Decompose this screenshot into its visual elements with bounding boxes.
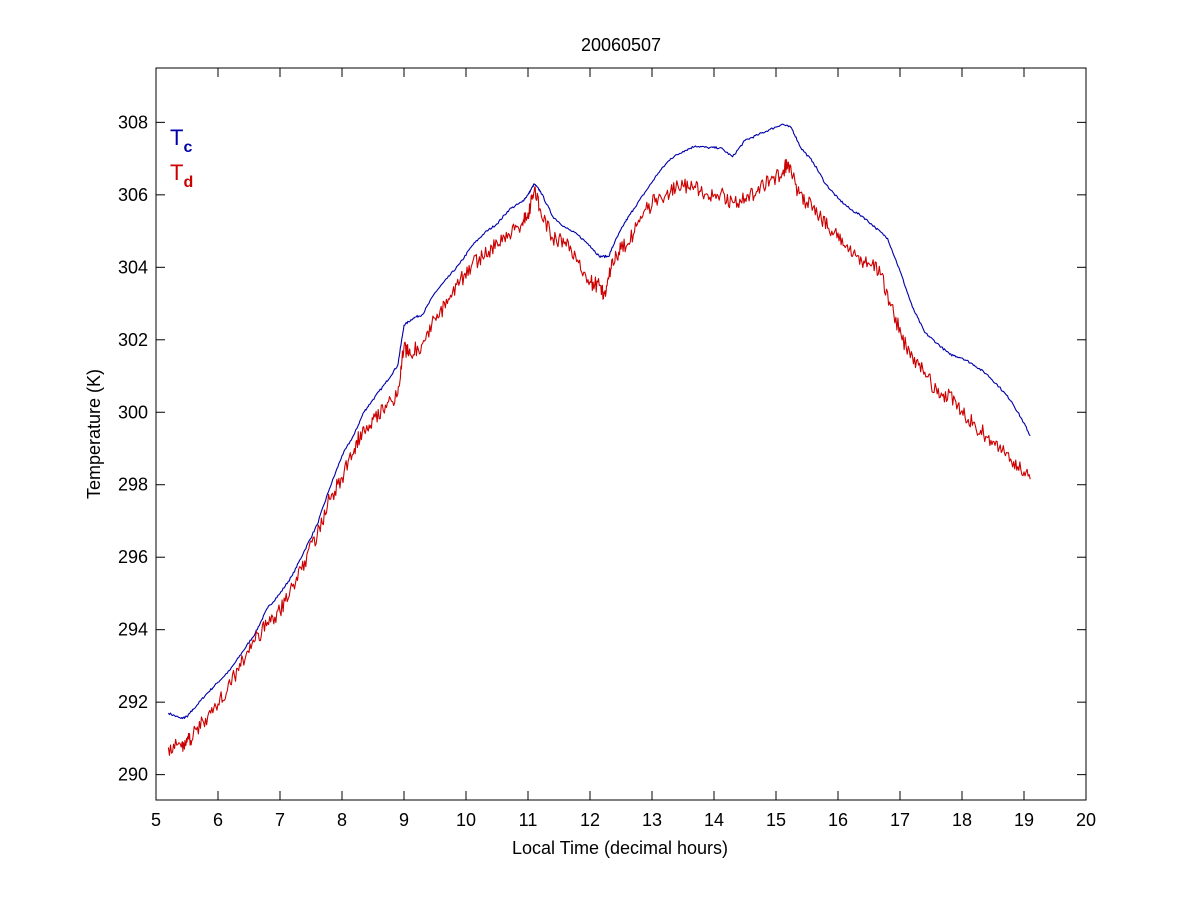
x-tick-label: 5 [151, 810, 161, 830]
x-tick-label: 6 [213, 810, 223, 830]
x-tick-label: 8 [337, 810, 347, 830]
x-tick-label: 13 [642, 810, 662, 830]
x-axis-label: Local Time (decimal hours) [512, 838, 728, 858]
x-tick-label: 19 [1014, 810, 1034, 830]
legend-entry-tc: Tc [170, 125, 192, 156]
x-tick-label: 11 [519, 810, 538, 830]
x-tick-label: 20 [1076, 810, 1096, 830]
series-line-td [167, 159, 1031, 756]
y-axis-label: Temperature (K) [84, 369, 104, 499]
legend-tc-sub: c [183, 139, 192, 156]
y-tick-label: 304 [118, 257, 148, 277]
legend: Tc Td [170, 125, 193, 191]
x-tick-label: 7 [275, 810, 285, 830]
x-tick-label: 12 [580, 810, 600, 830]
x-tick-label: 16 [828, 810, 848, 830]
x-tick-label: 9 [399, 810, 409, 830]
chart-title: 20060507 [581, 35, 661, 55]
series-layer [167, 123, 1031, 756]
legend-entry-td: Td [170, 160, 193, 191]
legend-td-sub: d [183, 174, 193, 191]
x-tick-label: 10 [456, 810, 476, 830]
tick-layer: 5 6 7 8 9 10 11 12 13 14 15 16 17 18 19 20 290 292 294 296 2… [118, 68, 1096, 830]
x-tick-label: 18 [952, 810, 972, 830]
y-tick-label: 306 [118, 185, 148, 205]
y-tick-label: 292 [118, 692, 148, 712]
y-tick-label: 300 [118, 402, 148, 422]
legend-td-main: T [170, 160, 183, 185]
x-tick-label: 17 [890, 810, 910, 830]
legend-tc-main: T [170, 125, 183, 150]
y-tick-label: 302 [118, 330, 148, 350]
x-tick-label: 14 [704, 810, 724, 830]
y-tick-label: 298 [118, 475, 148, 495]
x-tick-label: 15 [766, 810, 786, 830]
y-tick-label: 294 [118, 620, 148, 640]
series-line-tc [167, 123, 1031, 720]
y-tick-label: 290 [118, 765, 148, 785]
y-tick-label: 308 [118, 112, 148, 132]
y-tick-label: 296 [118, 547, 148, 567]
plot-area [155, 67, 1087, 801]
